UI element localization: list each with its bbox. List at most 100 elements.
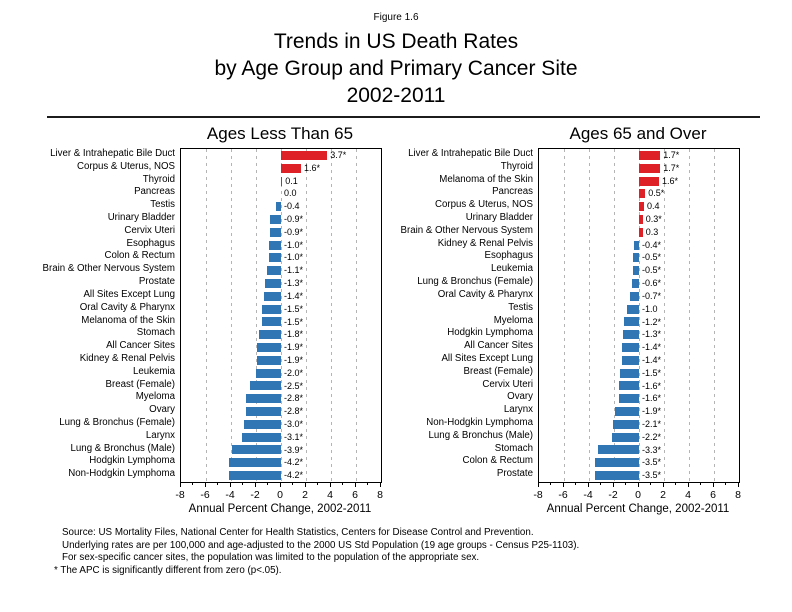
bar bbox=[269, 214, 281, 224]
value-label: -0.4 bbox=[284, 201, 300, 212]
bar bbox=[228, 458, 281, 468]
category-label: Kidney & Renal Pelvis bbox=[437, 237, 533, 249]
axis-tick-label: 8 bbox=[377, 489, 383, 501]
category-label: Brain & Other Nervous System bbox=[42, 263, 175, 275]
gridline bbox=[588, 149, 590, 482]
gridline bbox=[330, 149, 332, 482]
value-label: -2.8* bbox=[284, 406, 304, 417]
minor-tick bbox=[367, 482, 368, 485]
bar bbox=[246, 394, 281, 404]
value-label: -3.0* bbox=[284, 418, 304, 429]
bar bbox=[595, 471, 639, 481]
gridline bbox=[255, 149, 257, 482]
footnote-source: Source: US Mortality Files, National Cen… bbox=[62, 527, 534, 538]
bar bbox=[595, 458, 639, 468]
major-tick bbox=[712, 482, 714, 487]
bar bbox=[630, 291, 639, 301]
gridline bbox=[305, 149, 307, 482]
bar bbox=[639, 163, 661, 173]
value-label: -1.9* bbox=[284, 342, 304, 353]
minor-tick bbox=[242, 482, 243, 485]
bar bbox=[262, 304, 281, 314]
value-label: -0.7* bbox=[642, 290, 662, 301]
value-label: -1.9* bbox=[284, 354, 304, 365]
category-label: Oral Cavity & Pharynx bbox=[79, 301, 175, 313]
category-label: Lung & Bronchus (Female) bbox=[59, 416, 175, 428]
gridline bbox=[563, 149, 565, 482]
axis-tick-label: 6 bbox=[352, 489, 358, 501]
value-label: -1.6* bbox=[642, 393, 662, 404]
gridline bbox=[355, 149, 357, 482]
category-label: All Sites Except Lung bbox=[441, 352, 533, 364]
category-label: Urinary Bladder bbox=[107, 212, 175, 224]
value-label: -1.3* bbox=[284, 278, 304, 289]
gridline bbox=[688, 149, 690, 482]
title-divider-rule bbox=[47, 116, 760, 118]
major-tick bbox=[279, 482, 281, 487]
gridline bbox=[613, 149, 615, 482]
bar bbox=[263, 291, 281, 301]
value-label: 1.6* bbox=[304, 162, 321, 173]
value-label: -2.8* bbox=[284, 393, 304, 404]
category-label: Leukemia bbox=[490, 263, 533, 275]
axis-tick-label: -8 bbox=[533, 489, 543, 501]
axis-tick-label: -6 bbox=[558, 489, 568, 501]
bar bbox=[611, 432, 639, 442]
bar bbox=[267, 266, 281, 276]
value-label: -0.9* bbox=[284, 214, 304, 225]
x-axis-title: Annual Percent Change, 2002-2011 bbox=[546, 503, 730, 515]
axis-tick-label: 6 bbox=[710, 489, 716, 501]
bar bbox=[246, 407, 281, 417]
major-tick bbox=[737, 482, 739, 487]
value-label: 1.7* bbox=[663, 150, 680, 160]
value-label: -3.5* bbox=[642, 457, 662, 468]
category-label: Lung & Bronchus (Male) bbox=[428, 429, 533, 441]
gridline bbox=[280, 149, 282, 482]
category-label: Myeloma bbox=[135, 391, 175, 403]
value-label: 0.0 bbox=[284, 188, 297, 199]
bar bbox=[232, 445, 281, 455]
minor-tick bbox=[317, 482, 318, 485]
bar bbox=[228, 471, 281, 481]
category-label: Breast (Female) bbox=[463, 365, 533, 377]
bar bbox=[257, 355, 281, 365]
category-label: Ovary bbox=[507, 391, 533, 403]
value-label: -1.4* bbox=[642, 354, 662, 365]
minor-tick bbox=[725, 482, 726, 485]
plot-area: 1.7* 1.7* 1.6* 0.5* 0.4 0.3* 0.3 -0.4* -0.5* -0.5… bbox=[538, 148, 740, 483]
bar bbox=[243, 419, 281, 429]
category-label: Colon & Rectum bbox=[104, 250, 175, 262]
bar bbox=[258, 330, 281, 340]
value-label: -4.2* bbox=[284, 457, 304, 468]
value-label: -2.0* bbox=[284, 367, 304, 378]
bar bbox=[242, 432, 281, 442]
category-label: Liver & Intrahepatic Bile Duct bbox=[50, 148, 175, 159]
value-label: -2.2* bbox=[642, 431, 662, 442]
value-label: -1.0 bbox=[642, 303, 658, 314]
category-label: Leukemia bbox=[132, 365, 175, 377]
minor-tick bbox=[575, 482, 576, 485]
value-label: 0.5* bbox=[648, 188, 665, 199]
value-label: 0.4 bbox=[647, 201, 660, 212]
bar bbox=[639, 150, 661, 160]
value-label: 0.3* bbox=[645, 214, 662, 225]
category-label: Esophagus bbox=[484, 250, 533, 262]
bar bbox=[634, 240, 639, 250]
bar bbox=[262, 317, 281, 327]
value-label: -0.4* bbox=[642, 239, 662, 250]
category-label: Liver & Intrahepatic Bile Duct bbox=[408, 148, 533, 159]
value-label: -1.0* bbox=[284, 239, 304, 250]
major-tick bbox=[354, 482, 356, 487]
category-label: Prostate bbox=[138, 276, 175, 288]
value-label: -1.4* bbox=[284, 290, 304, 301]
value-label: -2.1* bbox=[642, 418, 662, 429]
axis-tick-label: -6 bbox=[200, 489, 210, 501]
gridline bbox=[663, 149, 665, 482]
category-label: Lung & Bronchus (Female) bbox=[417, 276, 533, 288]
gridline bbox=[638, 149, 640, 482]
value-label: -4.2* bbox=[284, 470, 304, 481]
figure-title-line-1: Trends in US Death Rates bbox=[273, 30, 519, 53]
value-label: -1.1* bbox=[284, 265, 304, 276]
value-label: -0.6* bbox=[642, 278, 662, 289]
